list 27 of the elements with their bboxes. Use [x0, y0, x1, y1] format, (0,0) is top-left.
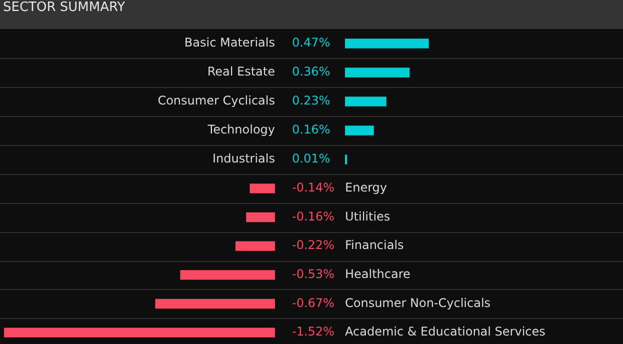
data-label: -0.67%	[292, 296, 334, 310]
y-tick-label: Industrials	[212, 152, 275, 166]
y-tick-label: Real Estate	[207, 64, 275, 79]
data-label: 0.01%	[292, 152, 330, 166]
text: SECTOR SUMMARY	[0, 0, 623, 29]
y-tick-label: Financials	[345, 238, 404, 252]
y-tick-label: Consumer Cyclicals	[158, 94, 275, 108]
y-tick-label: Technology	[206, 122, 275, 137]
bar	[345, 96, 386, 106]
data-label: -0.22%	[292, 238, 334, 252]
data-label: 0.23%	[292, 94, 330, 108]
data-label: 0.16%	[292, 122, 330, 137]
data-label: -0.14%	[292, 180, 334, 195]
y-tick-label: Academic & Educational Services	[345, 324, 546, 339]
y-tick-label: Energy	[345, 180, 388, 195]
bar	[345, 68, 410, 78]
data-label: 0.36%	[292, 64, 330, 79]
y-tick-label: Utilities	[345, 209, 390, 224]
bar	[345, 126, 374, 136]
data-label: -1.52%	[292, 324, 334, 339]
y-tick-label: Healthcare	[345, 267, 410, 282]
data-label: -0.16%	[292, 209, 334, 224]
y-tick-label: Consumer Non-Cyclicals	[345, 296, 491, 310]
y-tick-label: Basic Materials	[184, 36, 275, 50]
data-label: 0.47%	[292, 36, 330, 50]
bar	[345, 38, 429, 48]
data-label: -0.53%	[292, 267, 334, 282]
